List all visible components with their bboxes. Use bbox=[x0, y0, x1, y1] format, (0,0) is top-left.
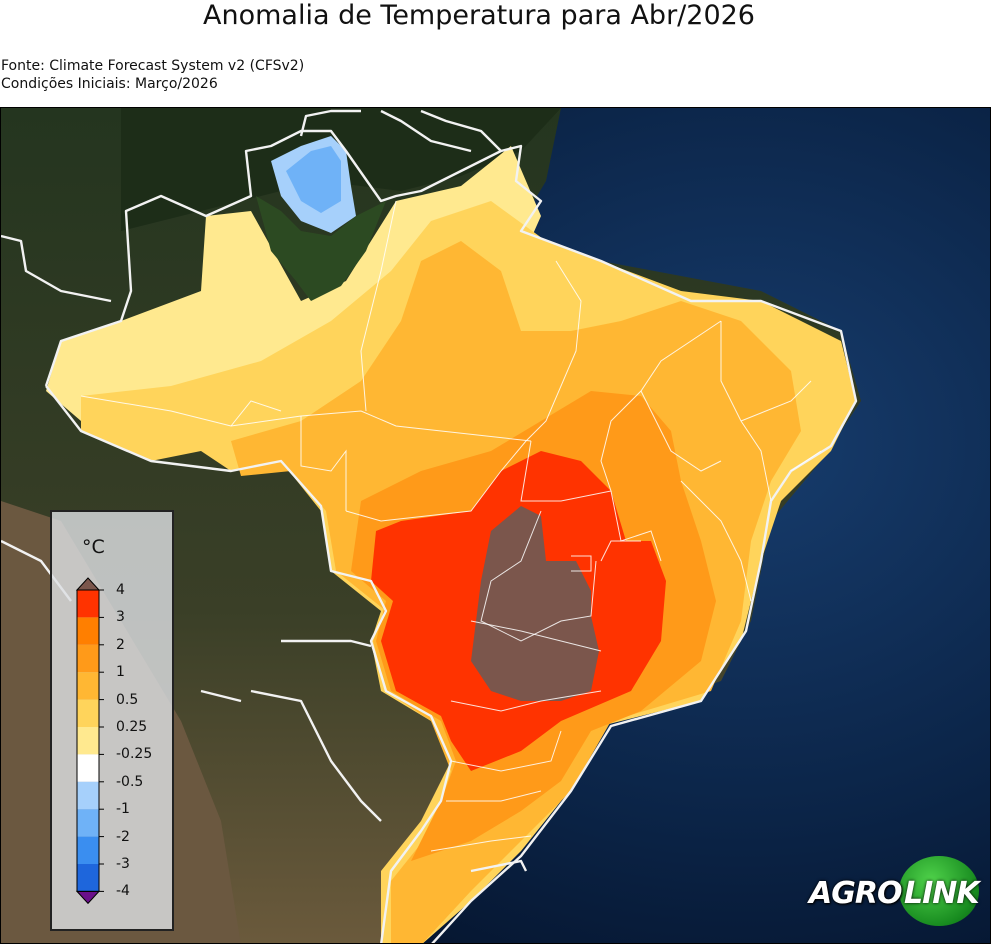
neutral-zone bbox=[256, 196, 386, 301]
legend-tick-label: 4 bbox=[116, 582, 125, 598]
legend-color-segment bbox=[77, 864, 99, 892]
legend-bar-frame bbox=[76, 589, 100, 892]
legend-color-segment bbox=[77, 754, 99, 782]
legend-color-segment bbox=[77, 590, 99, 618]
map-title: Anomalia de Temperatura para Abr/2026 bbox=[203, 0, 755, 31]
color-legend: °C 4 3 2 1 0.5 0.25 -0.25 -0.5 -1 -2 -3 -4 bbox=[50, 510, 174, 931]
legend-color-segment bbox=[77, 699, 99, 727]
legend-color-segment bbox=[77, 809, 99, 837]
legend-color-segment bbox=[77, 836, 99, 864]
temperature-anomaly-map bbox=[0, 107, 991, 944]
legend-tick-label: 1 bbox=[116, 664, 125, 681]
initial-conditions-label: Condições Iniciais: Março/2026 bbox=[1, 76, 218, 92]
legend-tick-label: 0.5 bbox=[116, 691, 139, 708]
legend-tick-label: 3 bbox=[116, 609, 125, 626]
legend-colorbar bbox=[75, 577, 104, 905]
legend-tick-label: 0.25 bbox=[116, 719, 148, 735]
legend-color-segment bbox=[77, 644, 99, 673]
legend-color-segment bbox=[77, 617, 99, 645]
legend-color-segment bbox=[77, 727, 99, 755]
source-label: Fonte: Climate Forecast System v2 (CFSv2… bbox=[1, 58, 305, 74]
legend-over-triangle bbox=[75, 577, 101, 591]
state-borders bbox=[80, 200, 822, 852]
legend-unit-label: °C bbox=[82, 536, 105, 558]
legend-tick-label: -4 bbox=[116, 883, 130, 900]
legend-tick-label: -3 bbox=[116, 856, 130, 872]
legend-tick-label: -0.5 bbox=[116, 773, 144, 790]
agrolink-logo: AGRO LINK bbox=[806, 856, 984, 926]
anomaly-0-25-zone bbox=[46, 146, 541, 441]
logo-green-circle bbox=[899, 856, 979, 926]
legend-tick-label: -0.25 bbox=[116, 746, 153, 763]
logo-text-left: AGRO bbox=[809, 876, 902, 911]
legend-color-segment bbox=[77, 781, 99, 810]
logo-text-right: LINK bbox=[904, 876, 980, 911]
anomaly-above-4-zone bbox=[471, 506, 599, 701]
country-borders bbox=[1, 109, 858, 943]
anomaly-negative-1-zone bbox=[286, 146, 341, 213]
legend-tick-label: 2 bbox=[116, 636, 125, 653]
legend-tick-label: -2 bbox=[116, 828, 130, 845]
legend-tick-label: -1 bbox=[116, 801, 130, 818]
legend-under-triangle bbox=[75, 890, 101, 905]
legend-color-segment bbox=[77, 672, 99, 700]
